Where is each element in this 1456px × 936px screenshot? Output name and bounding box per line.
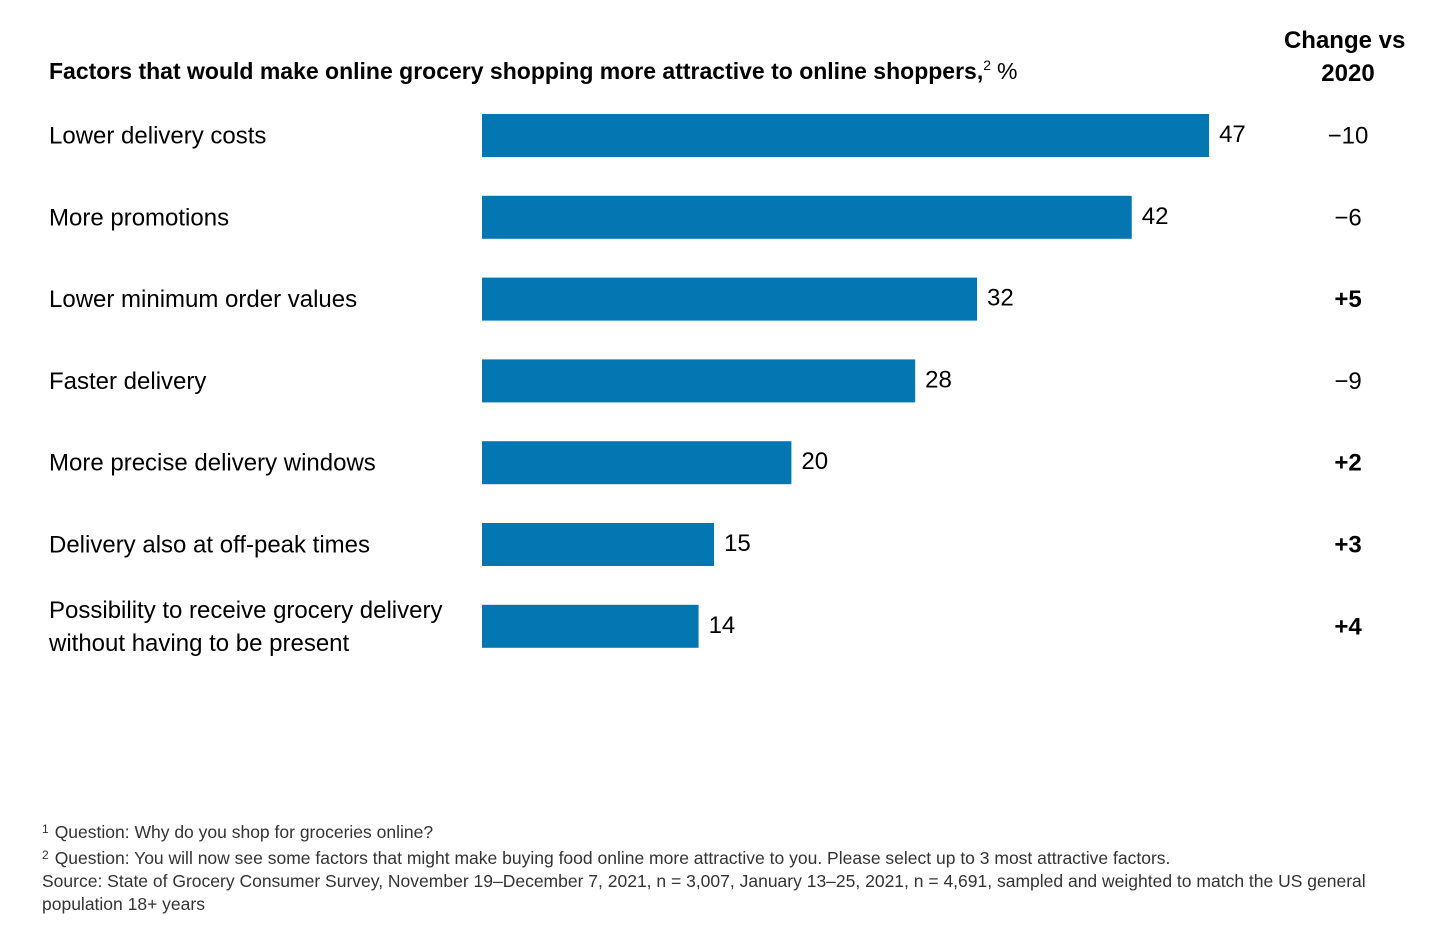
footnote-2: 2 Question: You will now see some factors…	[42, 844, 1442, 870]
bar-row: Lower delivery costs 47 −10	[49, 114, 1368, 157]
bar	[482, 604, 699, 648]
footnote-text: Question: You will now see some factors …	[54, 848, 1171, 868]
footnote-number: 2	[42, 848, 49, 862]
category-label: More precise delivery windows	[49, 450, 376, 477]
category-label: Faster delivery	[49, 368, 206, 395]
category-label: Lower minimum order values	[49, 286, 357, 313]
value-label: 28	[925, 366, 952, 393]
change-column-header: Change vs 2020	[1284, 27, 1412, 87]
chart-title-text: Factors that would make online grocery s…	[49, 58, 983, 84]
category-label-line: More precise delivery windows	[49, 450, 376, 477]
change-value: +5	[1334, 286, 1361, 313]
change-value: −9	[1334, 368, 1361, 395]
bar	[482, 359, 916, 403]
category-label: Lower delivery costs	[49, 123, 266, 150]
bar-row: Lower minimum order values 32 +5	[49, 277, 1362, 321]
footnote-text: Question: Why do you shop for groceries …	[54, 822, 434, 842]
bar	[482, 114, 1210, 157]
value-label: 42	[1142, 203, 1169, 230]
value-label: 14	[709, 612, 736, 639]
category-label-line: Lower delivery costs	[49, 123, 266, 150]
footnote-1: 1 Question: Why do you shop for groceries…	[42, 818, 1442, 844]
chart-title-unit: %	[997, 58, 1017, 84]
source-note: Source: State of Grocery Consumer Survey…	[42, 871, 1366, 914]
footnote-number: 1	[42, 822, 49, 836]
bar-rows: Lower delivery costs 47 −10 More promotions…	[48, 114, 1368, 657]
category-label-line: Delivery also at off-peak times	[49, 532, 370, 559]
chart-title: Factors that would make online grocery s…	[49, 57, 1017, 84]
change-value: +4	[1334, 613, 1362, 640]
value-label: 32	[987, 285, 1014, 312]
change-value: −10	[1328, 123, 1369, 150]
value-label: 47	[1219, 121, 1246, 148]
category-label: Possibility to receive grocery delivery w…	[48, 597, 442, 657]
footnotes: 1 Question: Why do you shop for groceries…	[42, 818, 1442, 916]
bar	[482, 441, 792, 485]
category-label-line: Possibility to receive grocery delivery	[49, 597, 442, 624]
chart-title-footnote-mark: 2	[983, 57, 991, 73]
bar-row: More precise delivery windows 20 +2	[49, 441, 1362, 485]
bar	[482, 195, 1132, 239]
bar	[482, 523, 715, 566]
category-label: Delivery also at off-peak times	[49, 532, 370, 559]
change-column-header-line1: Change vs	[1284, 27, 1405, 54]
change-value: +2	[1334, 450, 1361, 477]
bar	[482, 277, 978, 321]
category-label-line: More promotions	[49, 204, 229, 231]
value-label: 20	[801, 448, 828, 475]
category-label-line: Lower minimum order values	[49, 286, 357, 313]
change-value: −6	[1334, 204, 1361, 231]
bar-row: Delivery also at off-peak times 15 +3	[49, 523, 1362, 566]
category-label-line: Faster delivery	[49, 368, 206, 395]
bar-row: More promotions 42 −6	[49, 195, 1362, 239]
change-value: +3	[1334, 532, 1361, 559]
category-label-line: without having to be present	[48, 630, 350, 657]
category-label: More promotions	[49, 204, 229, 231]
bar-row: Faster delivery 28 −9	[49, 359, 1362, 403]
change-column-header-line2: 2020	[1321, 60, 1374, 87]
value-label: 15	[724, 530, 751, 557]
bar-row: Possibility to receive grocery delivery w…	[48, 597, 1362, 657]
